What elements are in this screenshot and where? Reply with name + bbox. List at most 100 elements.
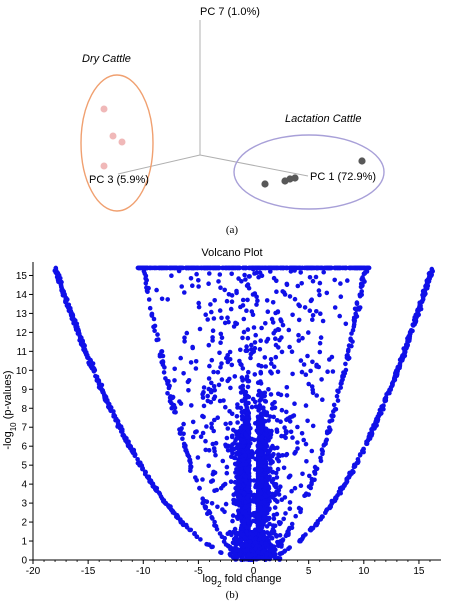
volcano-point — [310, 278, 316, 284]
volcano-point — [196, 278, 201, 283]
volcano-point — [287, 500, 293, 505]
volcano-point — [172, 378, 177, 383]
volcano-point — [259, 436, 264, 442]
lactation-cattle-point — [291, 174, 299, 182]
volcano-point — [350, 468, 355, 474]
volcano-point — [255, 298, 260, 304]
volcano-point — [310, 359, 315, 365]
volcano-point — [333, 495, 339, 500]
volcano-point — [237, 358, 242, 364]
volcano-point — [289, 521, 295, 527]
volcano-point — [303, 491, 309, 497]
volcano-point — [227, 376, 232, 382]
volcano-point — [269, 458, 274, 464]
volcano-point — [271, 265, 277, 271]
dry-cattle-point — [118, 138, 126, 146]
volcano-point — [274, 475, 280, 480]
volcano-point — [219, 361, 224, 366]
volcano-point — [178, 431, 183, 436]
volcano-point — [296, 265, 302, 271]
volcano-point — [217, 308, 223, 313]
volcano-point — [200, 395, 206, 400]
volcano-point — [144, 285, 150, 291]
volcano-point — [225, 426, 231, 431]
volcano-point — [190, 283, 195, 289]
volcano-point — [281, 516, 287, 522]
volcano-point — [208, 399, 214, 405]
volcano-point — [228, 306, 234, 312]
volcano-point — [162, 500, 167, 505]
volcano-point — [138, 265, 143, 271]
volcano-point — [349, 343, 354, 349]
volcano-point — [319, 377, 324, 382]
volcano-point — [223, 421, 228, 427]
volcano-point — [84, 352, 89, 358]
volcano-point — [244, 374, 250, 380]
volcano-point — [245, 484, 251, 490]
volcano-point — [244, 432, 249, 438]
volcano-point — [225, 356, 231, 362]
volcano-point — [351, 324, 357, 329]
volcano-point — [243, 461, 249, 467]
volcano-point — [260, 412, 265, 417]
volcano-point — [251, 518, 256, 524]
volcano-point — [280, 322, 286, 328]
volcano-point — [233, 547, 239, 553]
volcano-point — [269, 529, 275, 534]
volcano-point — [188, 276, 194, 281]
volcano-point — [234, 288, 239, 294]
volcano-point — [209, 425, 214, 431]
volcano-point — [338, 294, 344, 300]
volcano-point — [268, 392, 274, 397]
volcano-point — [190, 419, 196, 425]
volcano-point — [241, 491, 247, 496]
volcano-point — [193, 359, 199, 364]
volcano-point — [344, 355, 350, 361]
volcano-point — [286, 546, 291, 551]
volcano-point — [174, 513, 180, 518]
volcano-point — [187, 458, 192, 464]
volcano-point — [275, 327, 281, 332]
volcano-point — [297, 537, 303, 543]
volcano-point — [197, 485, 202, 491]
volcano-point — [296, 332, 301, 338]
volcano-point — [266, 387, 271, 392]
volcano-point — [324, 430, 330, 436]
volcano-point — [223, 501, 229, 507]
volcano-point — [211, 316, 217, 321]
volcano-point — [160, 359, 166, 364]
volcano-point — [194, 534, 200, 539]
volcano-point — [320, 514, 325, 519]
volcano-point — [218, 285, 223, 291]
volcano-point — [397, 362, 403, 368]
volcano-point — [279, 407, 285, 413]
volcano-point — [290, 265, 296, 271]
volcano-point — [206, 376, 212, 381]
volcano-point — [188, 468, 193, 474]
volcano-point — [275, 369, 281, 375]
volcano-point — [74, 323, 79, 329]
volcano-point — [278, 520, 283, 525]
volcano-point — [244, 348, 250, 353]
volcano-point — [262, 419, 268, 424]
volcano-point — [209, 515, 214, 520]
volcano-point — [301, 534, 306, 539]
volcano-point — [349, 331, 354, 336]
volcano-point — [324, 290, 330, 296]
volcano-point — [282, 425, 287, 430]
volcano-point — [405, 342, 411, 348]
volcano-point — [288, 269, 294, 274]
volcano-point — [222, 481, 228, 487]
volcano-point — [252, 340, 258, 345]
volcano-point — [415, 313, 420, 319]
volcano-point — [314, 522, 320, 528]
volcano-point — [408, 328, 414, 333]
volcano-point — [143, 469, 148, 475]
volcano-point — [170, 395, 175, 401]
volcano-point — [407, 334, 413, 339]
volcano-point — [392, 376, 397, 382]
volcano-point — [306, 381, 312, 387]
volcano-point — [122, 434, 127, 439]
volcano-point — [244, 283, 250, 289]
volcano-point — [149, 313, 155, 318]
